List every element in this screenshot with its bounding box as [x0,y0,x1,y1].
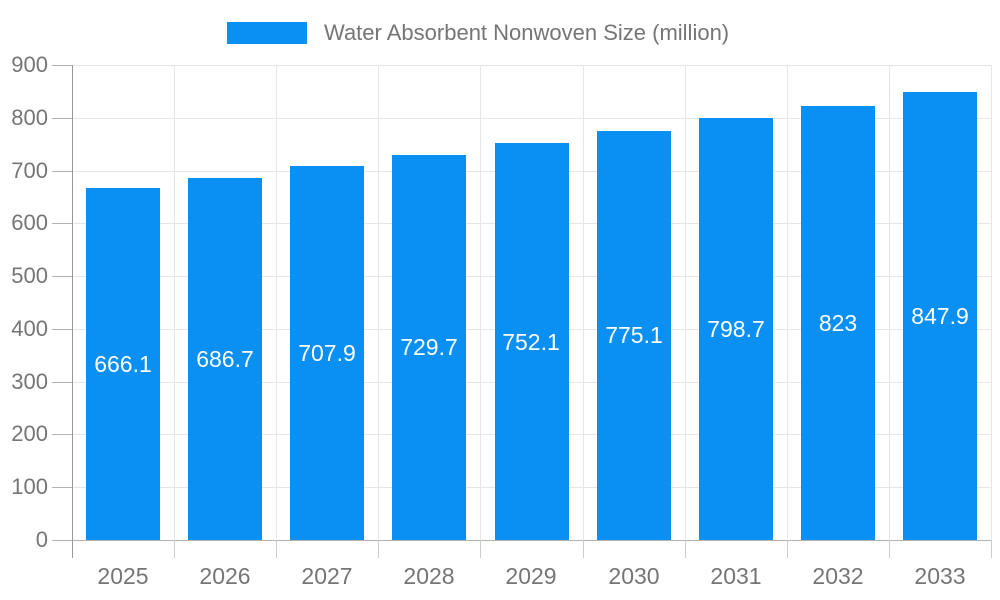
bar-value-label: 847.9 [911,303,969,329]
y-tick [52,118,72,119]
gridline-v [174,65,175,540]
x-axis-label: 2027 [301,563,353,589]
gridline-v [889,65,890,540]
x-axis-label: 2033 [914,563,966,589]
y-axis-label: 700 [11,158,48,183]
x-tick [583,540,584,558]
x-axis-label: 2026 [199,563,251,589]
bar[interactable] [290,166,364,540]
bar[interactable] [801,106,875,540]
bar[interactable] [597,131,671,540]
y-axis-line [72,65,73,540]
gridline-v [787,65,788,540]
x-tick [72,540,73,558]
gridline-v [991,65,992,540]
bar[interactable] [699,118,773,540]
y-axis-label: 500 [11,263,48,288]
x-axis-label: 2030 [608,563,660,589]
x-axis-label: 2028 [403,563,455,589]
legend-swatch [227,22,307,44]
y-tick [52,487,72,488]
bar[interactable] [188,178,262,540]
x-tick [276,540,277,558]
y-axis-label: 800 [11,105,48,130]
x-axis-label: 2031 [710,563,762,589]
x-tick [889,540,890,558]
bar[interactable] [903,92,977,540]
y-tick [52,171,72,172]
y-axis-label: 600 [11,210,48,235]
gridline-v [378,65,379,540]
y-axis-label: 900 [11,52,48,77]
bar[interactable] [86,188,160,540]
x-axis-line [52,540,991,541]
y-tick [52,65,72,66]
gridline-v [276,65,277,540]
bar[interactable] [392,155,466,540]
bar-value-label: 729.7 [400,334,458,360]
bar-value-label: 823 [818,310,858,336]
y-axis-label: 200 [11,421,48,446]
y-tick [52,329,72,330]
x-axis-label: 2032 [812,563,864,589]
bar-value-label: 798.7 [707,316,765,342]
bar[interactable] [495,143,569,540]
x-tick [174,540,175,558]
y-tick [52,434,72,435]
bar-value-label: 775.1 [605,322,663,348]
y-tick [52,276,72,277]
y-axis-label: 400 [11,316,48,341]
legend-label: Water Absorbent Nonwoven Size (million) [324,20,730,45]
gridline-h [72,118,991,119]
x-tick [480,540,481,558]
y-axis-label: 100 [11,474,48,499]
x-tick [685,540,686,558]
x-tick [787,540,788,558]
gridline-h [72,65,991,66]
y-tick [52,382,72,383]
bar-value-label: 752.1 [502,329,560,355]
x-axis-label: 2025 [97,563,149,589]
x-tick [991,540,992,558]
bar-value-label: 666.1 [94,351,152,377]
y-axis-label: 0 [35,527,48,552]
y-tick [52,223,72,224]
x-tick [378,540,379,558]
gridline-v [583,65,584,540]
legend-item[interactable]: Water Absorbent Nonwoven Size (million) [227,20,729,46]
gridline-v [685,65,686,540]
bar-value-label: 686.7 [196,346,254,372]
gridline-v [480,65,481,540]
y-axis-label: 300 [11,369,48,394]
x-axis-label: 2029 [505,563,557,589]
bar-value-label: 707.9 [298,340,356,366]
